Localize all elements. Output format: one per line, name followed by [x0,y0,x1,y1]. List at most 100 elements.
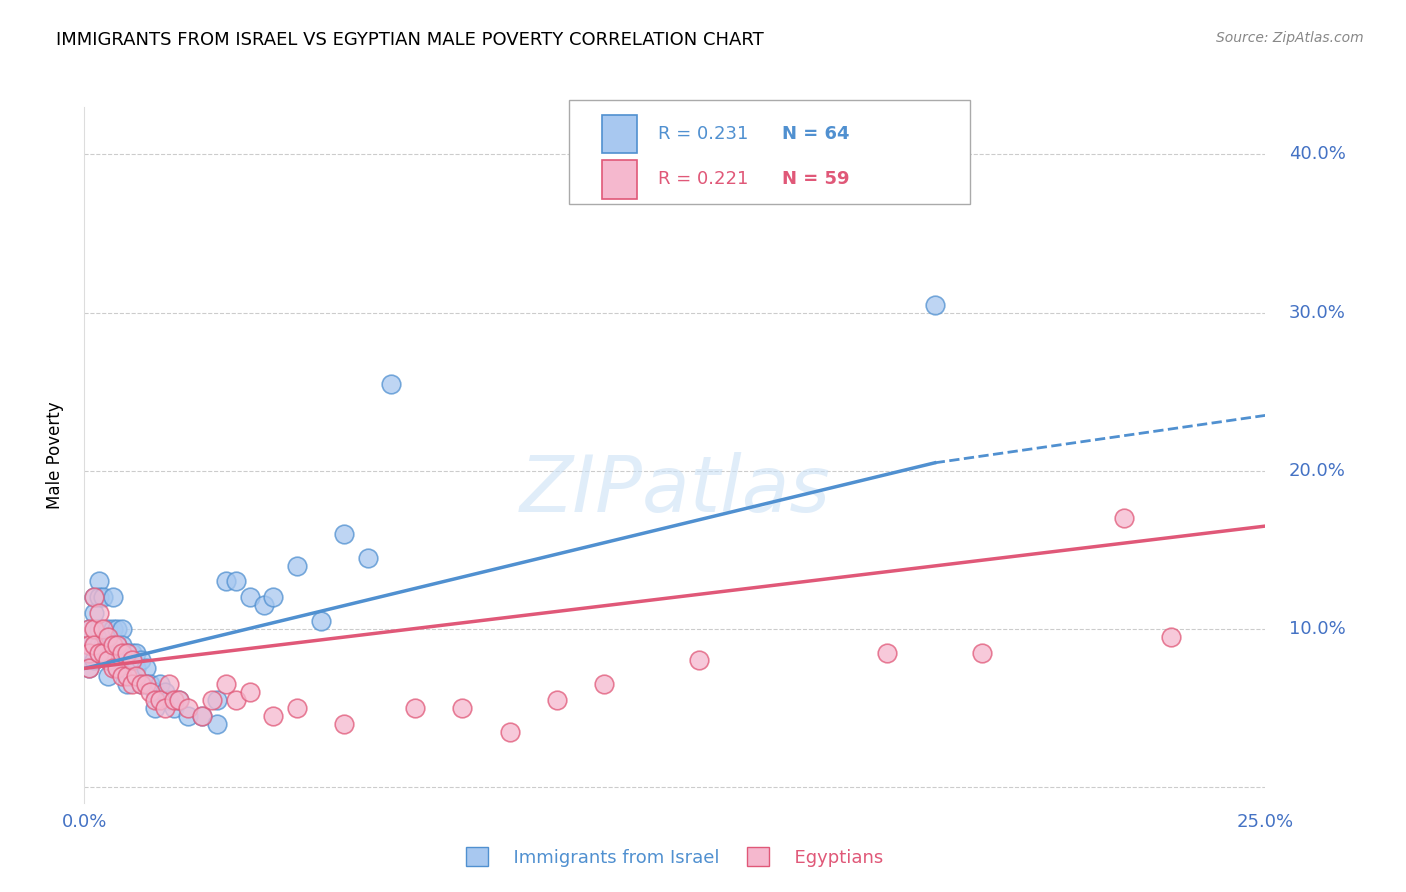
Point [83,638,105,652]
Point [77,661,100,675]
Point [149,693,172,707]
Point [167,693,190,707]
Point [77,638,100,652]
Point [91,646,114,660]
Point [107,661,129,675]
Point [333,716,356,731]
Legend:   Immigrants from Israel,   Egyptians: Immigrants from Israel, Egyptians [460,840,890,874]
Point [97,646,120,660]
Point [115,646,138,660]
Point [498,724,520,739]
Point [101,591,124,605]
Point [87,638,110,652]
Point [121,677,143,691]
Point [87,606,110,620]
Point [157,677,180,691]
Point [111,646,134,660]
Point [83,591,105,605]
Point [77,638,100,652]
Point [83,638,105,652]
Text: R = 0.231: R = 0.231 [658,125,749,144]
Point [153,685,176,699]
Point [125,646,148,660]
FancyBboxPatch shape [602,115,637,153]
Point [239,591,262,605]
Point [83,653,105,667]
Point [333,527,356,541]
Point [157,693,180,707]
Text: N = 59: N = 59 [782,170,849,188]
Point [1112,511,1135,525]
Point [91,622,114,636]
Point [285,558,308,573]
Text: 10.0%: 10.0% [1289,620,1346,638]
Point [285,701,308,715]
Point [129,653,152,667]
Point [101,622,124,636]
Point [205,693,228,707]
Point [143,693,166,707]
Point [309,614,332,628]
Point [77,622,100,636]
Point [253,598,276,612]
Point [101,646,124,660]
Point [357,550,380,565]
Point [191,708,214,723]
Point [101,661,124,675]
Point [153,701,176,715]
Point [87,574,110,589]
Point [125,661,148,675]
Point [77,622,100,636]
Point [135,677,157,691]
Point [177,701,200,715]
Point [177,708,200,723]
Point [87,646,110,660]
Point [83,606,105,620]
Point [239,685,262,699]
Point [688,653,710,667]
Text: 20.0%: 20.0% [1289,462,1346,480]
Text: 30.0%: 30.0% [1289,303,1346,322]
Point [135,677,157,691]
Point [135,661,157,675]
Point [876,646,898,660]
Point [121,669,143,683]
Point [87,591,110,605]
Point [77,646,100,660]
Point [107,622,129,636]
Point [77,646,100,660]
Point [163,693,186,707]
Point [111,622,134,636]
Point [262,708,284,723]
Point [139,685,162,699]
Point [546,693,568,707]
Point [115,669,138,683]
Point [163,701,186,715]
Point [167,693,190,707]
Point [107,638,129,652]
Point [97,622,120,636]
Point [97,638,120,652]
Point [593,677,616,691]
Point [91,591,114,605]
Point [149,677,172,691]
Point [91,622,114,636]
Point [143,685,166,699]
Point [115,677,138,691]
Point [87,646,110,660]
Text: R = 0.221: R = 0.221 [658,170,749,188]
Point [451,701,474,715]
Point [225,574,247,589]
Point [139,677,162,691]
Point [129,677,152,691]
Point [83,591,105,605]
Point [121,653,143,667]
Point [97,669,120,683]
Point [225,693,247,707]
Point [121,646,143,660]
Point [97,630,120,644]
Point [91,638,114,652]
Point [77,661,100,675]
Point [201,693,224,707]
Point [115,661,138,675]
